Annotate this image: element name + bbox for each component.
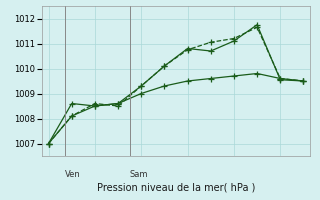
Text: Ven: Ven <box>65 170 81 179</box>
Text: Sam: Sam <box>130 170 148 179</box>
Text: Pression niveau de la mer( hPa ): Pression niveau de la mer( hPa ) <box>97 183 255 193</box>
